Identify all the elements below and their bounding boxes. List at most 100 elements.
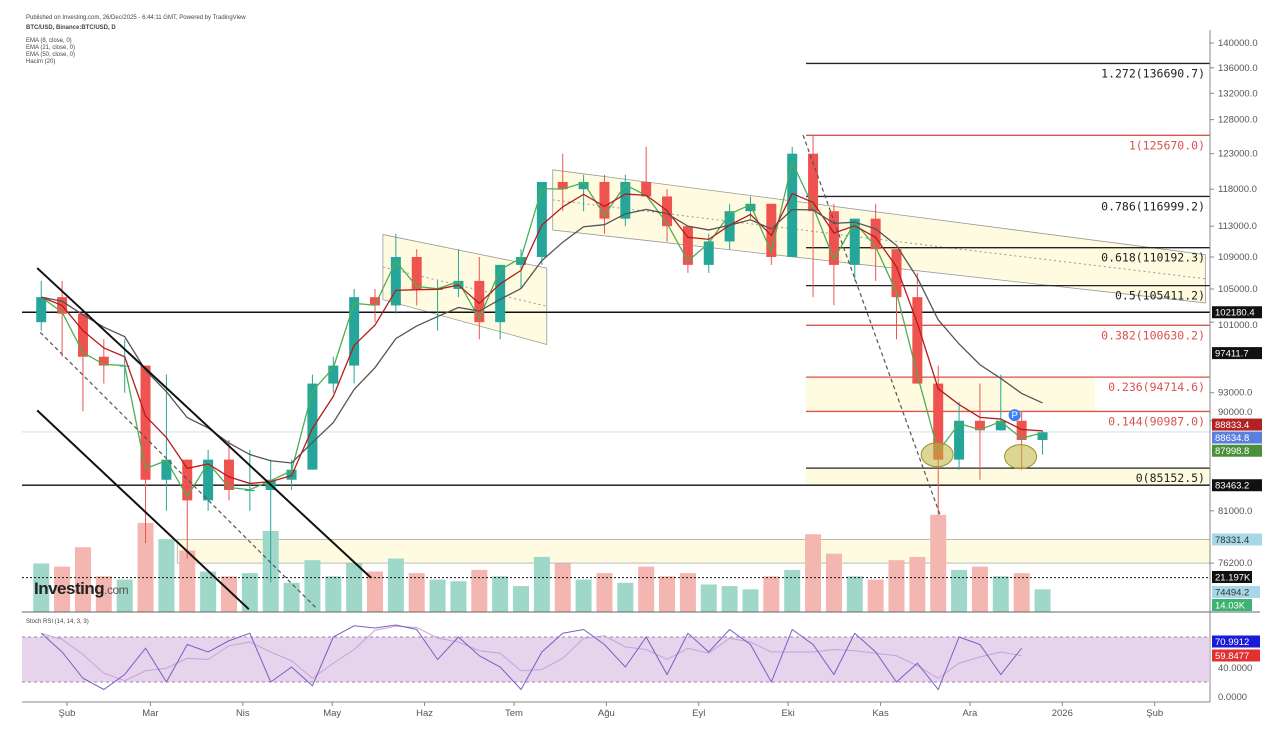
price-tag-label: 102180.4 (1215, 308, 1255, 319)
price-tick-label: 101000.0 (1218, 320, 1258, 331)
volume-bar (283, 582, 300, 612)
price-tick-label: 76200.0 (1218, 558, 1252, 569)
price-tag-label: 88634.8 (1215, 433, 1249, 444)
candle-body (578, 181, 589, 190)
trendline (39, 331, 318, 610)
volume-tag (1212, 571, 1252, 583)
stoch-tag (1212, 649, 1260, 662)
candle-body (370, 297, 380, 306)
volume-bar (1013, 573, 1030, 612)
time-tick-label: Şub (59, 708, 76, 719)
price-tag-label: 83463.2 (1215, 481, 1249, 492)
candle-body (682, 226, 693, 265)
price-tag (1212, 306, 1262, 319)
price-tick-label: 81000.0 (1218, 506, 1252, 517)
volume-bar (241, 573, 258, 612)
price-tag (1212, 444, 1262, 457)
stoch-k-line (40, 624, 1023, 691)
price-tick-label: 118000.0 (1218, 184, 1257, 195)
volume-bar (325, 576, 342, 612)
volume-tag-label: 74494.2 (1215, 588, 1249, 599)
volume-tag (1212, 599, 1252, 611)
time-tick-label: Şub (1146, 708, 1163, 719)
stoch-band (22, 637, 1210, 682)
volume-bar (346, 563, 363, 612)
volume-bar (533, 556, 550, 612)
candle-body (891, 249, 902, 298)
volume-bar (659, 576, 676, 612)
price-tag (1212, 418, 1262, 431)
candle-body (1016, 420, 1027, 440)
volume-bar (492, 576, 509, 612)
price-tick-label: 90000.0 (1218, 407, 1252, 418)
fib-level-label: 1.272(136690.7) (1101, 66, 1205, 80)
volume-bar (450, 581, 467, 612)
candle-body (223, 459, 234, 490)
volume-bar (554, 563, 571, 612)
candle-body (787, 153, 798, 258)
volume-bar (513, 586, 530, 612)
indicator-ema8-label: EMA (8, close, 0) (26, 38, 72, 44)
candle-body (557, 181, 568, 190)
volume-bar (596, 573, 613, 612)
highlight-ellipse (1004, 444, 1038, 470)
volume-bar (763, 576, 780, 612)
volume-bar (825, 553, 842, 612)
candle-body (474, 280, 485, 323)
volume-bar (158, 539, 175, 612)
fib-level-label: 1(125670.0) (1129, 138, 1205, 152)
fib-level-label: 0.618(110192.3) (1101, 251, 1205, 265)
fib-level-label: 0.144(90987.0) (1108, 414, 1205, 428)
volume-tag (1212, 586, 1260, 598)
trend-channel (382, 234, 548, 345)
volume-bar (700, 584, 717, 612)
candle-body (98, 356, 109, 366)
volume-bar (971, 566, 988, 612)
volume-bar (200, 571, 217, 612)
pivot-marker-label: P (1011, 410, 1017, 421)
time-tick-label: Mar (142, 708, 158, 719)
stoch-tag-label: 59.8477 (1215, 651, 1249, 662)
time-tick-label: Ara (963, 708, 979, 719)
candle-body (912, 297, 923, 384)
price-tag-label: 88833.4 (1215, 420, 1249, 431)
candle-body (203, 459, 214, 501)
fib-level-label: 0.236(94714.6) (1108, 380, 1205, 394)
candle-body (745, 203, 756, 212)
price-tick-label: 140000.0 (1218, 38, 1258, 49)
candle-body (244, 489, 255, 491)
time-tick-label: Eyl (692, 708, 705, 719)
volume-bar (429, 579, 446, 612)
price-tag-label: 87998.8 (1215, 446, 1249, 457)
fib-level-label: 0.382(100630.2) (1101, 328, 1205, 342)
volume-tag-label: 14.03K (1215, 601, 1246, 612)
candle-body (1037, 432, 1048, 440)
candle-body (849, 218, 860, 265)
indicator-volume-label: Hacim (20) (26, 59, 56, 65)
fib-zone (806, 377, 1095, 412)
volume-bar (367, 571, 383, 612)
indicator-ema21-label: EMA (21, close, 0) (26, 45, 76, 51)
candle-body (516, 257, 527, 265)
candle-body (703, 241, 714, 265)
candle-body (766, 203, 777, 258)
volume-bar (888, 560, 905, 612)
ema-21-line (41, 192, 1043, 485)
volume-bar (304, 560, 321, 612)
volume-bar (679, 573, 696, 612)
candle-body (954, 420, 965, 460)
candle-body (349, 297, 360, 366)
candle-body (995, 420, 1006, 431)
candle-body (933, 383, 944, 460)
price-tick-label: 109000.0 (1218, 252, 1258, 263)
candle-body (411, 257, 422, 289)
time-tick-label: Nis (236, 708, 250, 719)
volume-bar (575, 579, 592, 612)
trendline (36, 267, 372, 579)
highlight-ellipse (920, 442, 954, 468)
volume-bar (95, 576, 112, 612)
candle-body (641, 181, 652, 197)
volume-bar (387, 558, 404, 612)
symbol-label: BTC/USD, Binance:BTC/USD, D (26, 25, 116, 31)
